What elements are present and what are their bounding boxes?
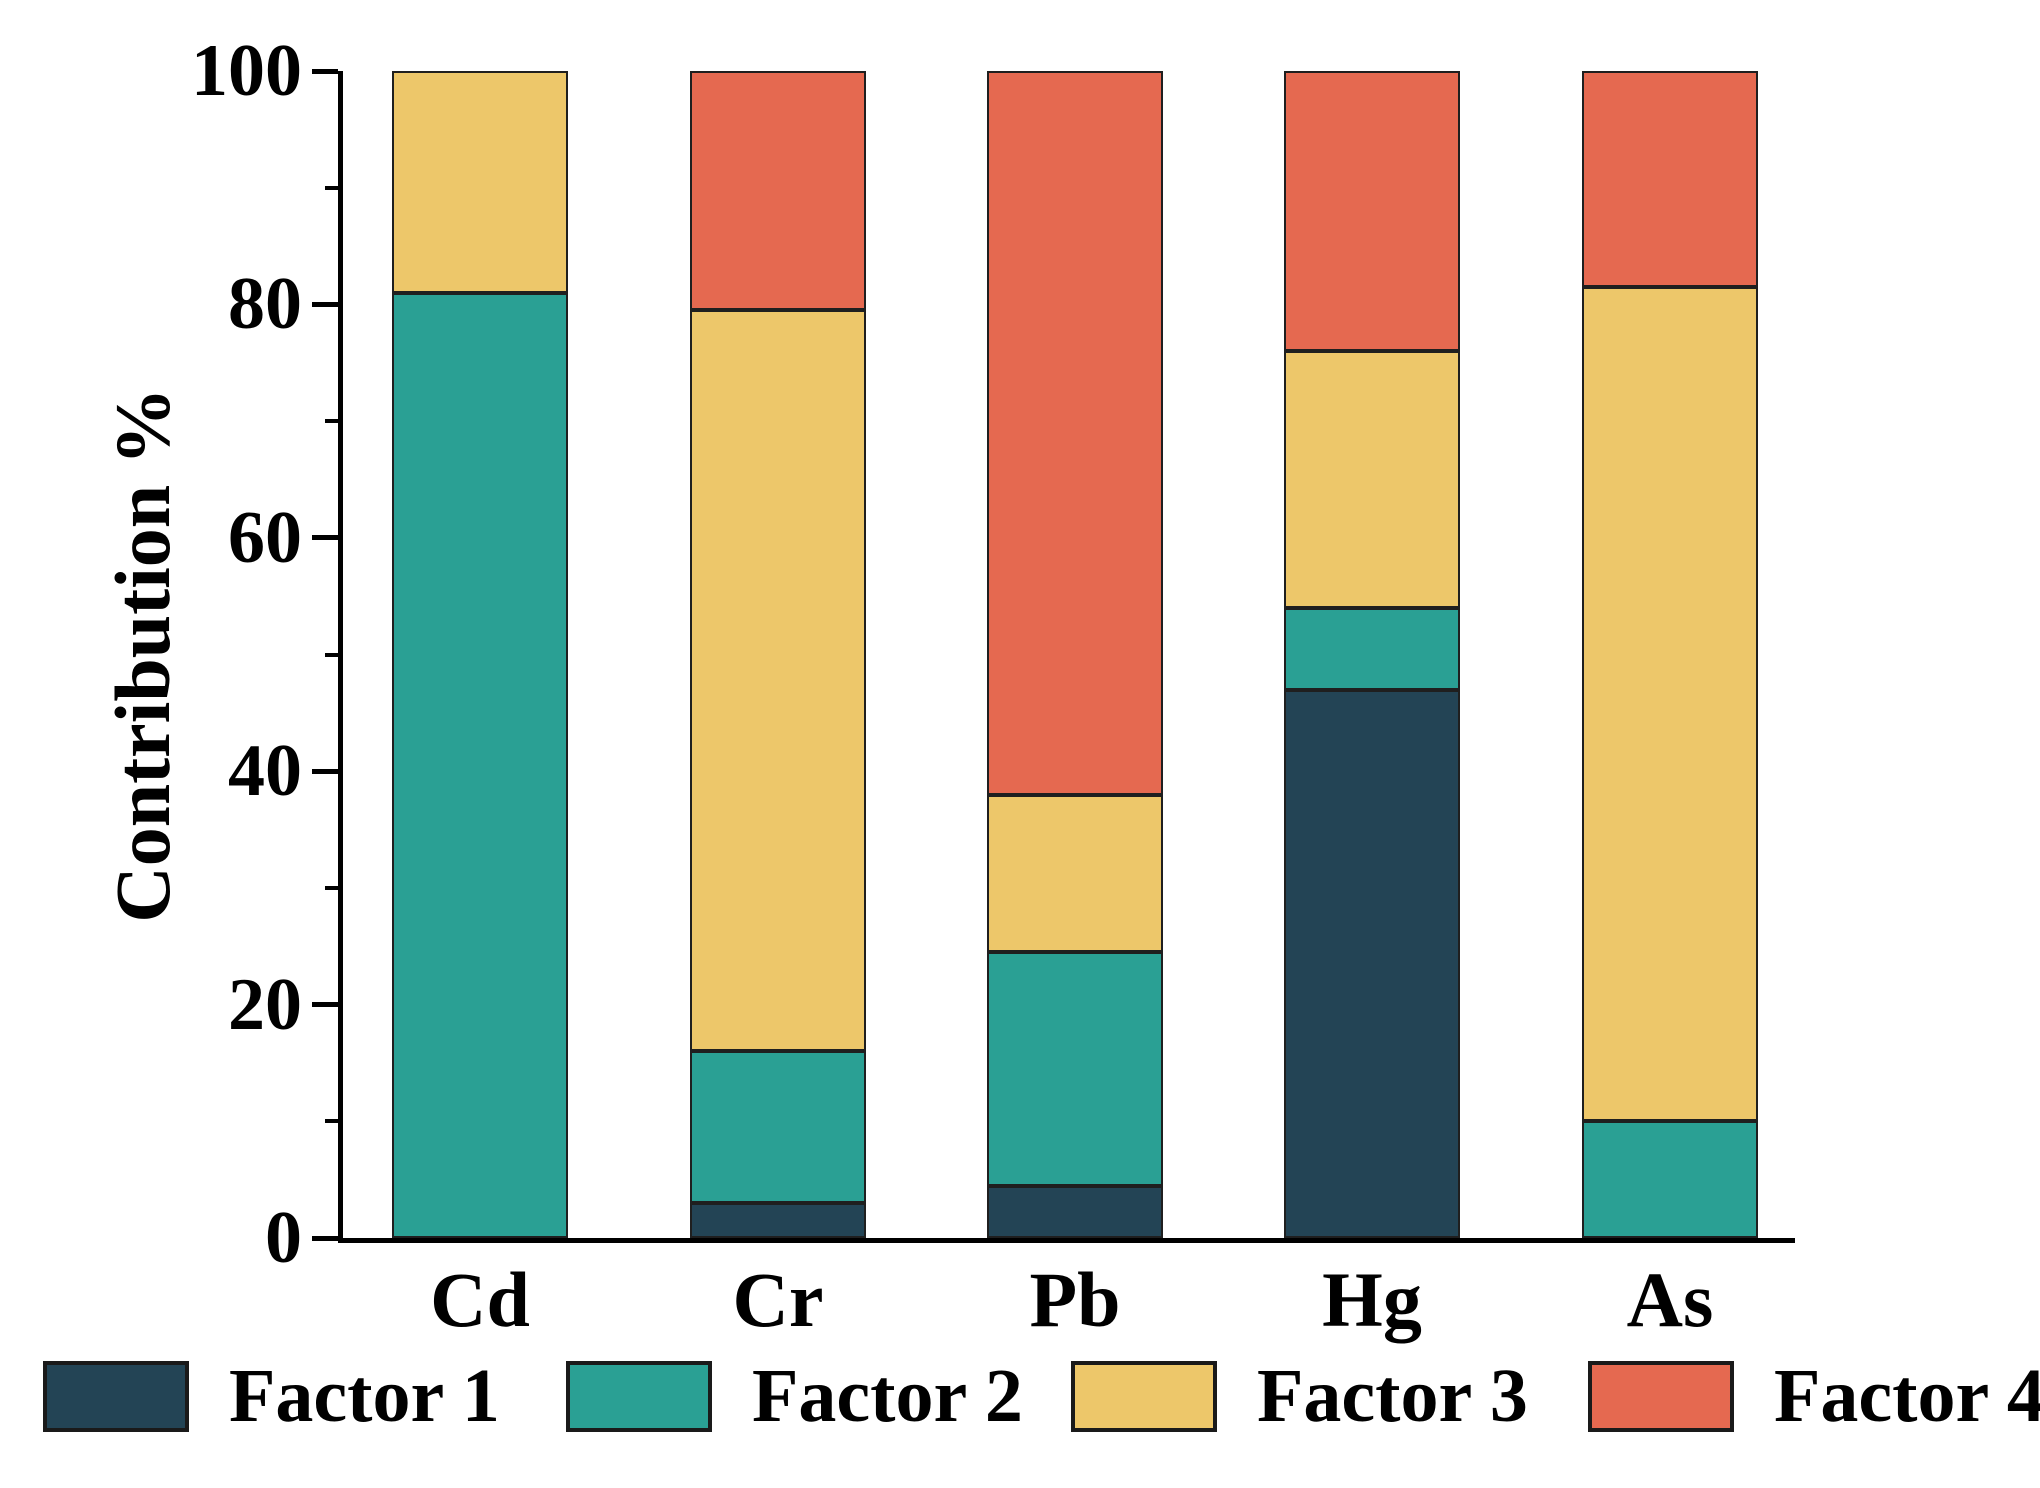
legend-label: Factor 4 [1774,1354,2040,1438]
bar-segment-hg-factor-2 [1284,607,1460,690]
bar-segment-pb-factor-2 [987,952,1163,1186]
bar-hg [1284,71,1460,1238]
bar-segment-cd-factor-2 [392,292,568,1238]
y-axis-minor-tick [325,185,338,190]
bar-segment-pb-factor-1 [987,1185,1163,1238]
bar-segment-as-factor-2 [1582,1121,1758,1238]
legend-item-factor-4: Factor 4 [1588,1355,2040,1437]
x-category-label-cd: Cd [430,1256,530,1343]
y-axis-major-tick [312,301,338,307]
bar-segment-as-factor-3 [1582,286,1758,1122]
legend-swatch-factor-1 [43,1360,189,1432]
x-category-label-as: As [1626,1256,1714,1343]
y-axis-major-tick [312,535,338,541]
bar-segment-hg-factor-3 [1284,351,1460,608]
y-axis-tick-label: 60 [228,496,302,579]
y-axis-minor-tick [325,419,338,424]
y-axis-major-tick [312,1235,338,1241]
y-axis-minor-tick [325,652,338,657]
y-axis-major-tick [312,68,338,74]
legend-swatch-factor-4 [1588,1360,1734,1432]
x-category-label-hg: Hg [1322,1256,1422,1343]
y-axis-tick-label: 100 [191,30,302,112]
bar-cr [690,71,866,1238]
bar-segment-cr-factor-4 [690,71,866,311]
legend-label: Factor 2 [752,1354,1023,1438]
bar-pb [987,71,1163,1238]
legend-swatch-factor-3 [1071,1360,1217,1432]
bar-segment-pb-factor-3 [987,794,1163,953]
bar-segment-cr-factor-2 [690,1051,866,1203]
bar-segment-cr-factor-3 [690,310,866,1052]
bar-segment-as-factor-4 [1582,71,1758,287]
y-axis-tick-label: 40 [228,730,302,813]
legend-label: Factor 1 [229,1354,500,1438]
y-axis-minor-tick [325,1119,338,1124]
y-axis-minor-tick [325,885,338,890]
bar-segment-cd-factor-3 [392,71,568,293]
legend-label: Factor 3 [1257,1354,1528,1438]
legend-item-factor-1: Factor 1 [43,1355,500,1437]
bar-cd [392,71,568,1238]
bar-segment-hg-factor-1 [1284,689,1460,1238]
legend-swatch-factor-2 [566,1360,712,1432]
legend-item-factor-3: Factor 3 [1071,1355,1528,1437]
bar-segment-cr-factor-1 [690,1203,866,1238]
plot-area [312,68,1795,1243]
y-axis-tick-label: 80 [228,263,302,346]
bar-segment-pb-factor-4 [987,71,1163,795]
y-axis-major-tick [312,768,338,774]
y-axis-tick-label: 20 [228,963,302,1046]
bar-as [1582,71,1758,1238]
bar-segment-hg-factor-4 [1284,71,1460,352]
y-axis-tick-label: 0 [265,1197,302,1279]
x-category-label-cr: Cr [732,1256,824,1343]
y-axis-major-tick [312,1002,338,1008]
legend-item-factor-2: Factor 2 [566,1355,1023,1437]
x-category-label-pb: Pb [1029,1256,1121,1343]
